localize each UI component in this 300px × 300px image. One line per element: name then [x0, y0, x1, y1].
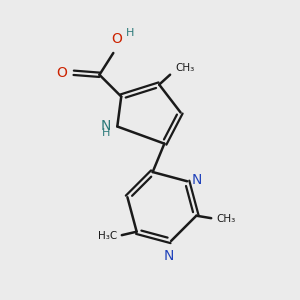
- Text: CH₃: CH₃: [216, 214, 236, 224]
- Text: N: N: [164, 249, 174, 263]
- Text: H: H: [126, 28, 135, 38]
- Text: N: N: [192, 173, 202, 187]
- Text: H: H: [102, 128, 110, 138]
- Text: H₃C: H₃C: [98, 231, 117, 241]
- Text: CH₃: CH₃: [175, 63, 194, 73]
- Text: N: N: [101, 118, 111, 133]
- Text: O: O: [56, 66, 67, 80]
- Text: O: O: [111, 32, 122, 46]
